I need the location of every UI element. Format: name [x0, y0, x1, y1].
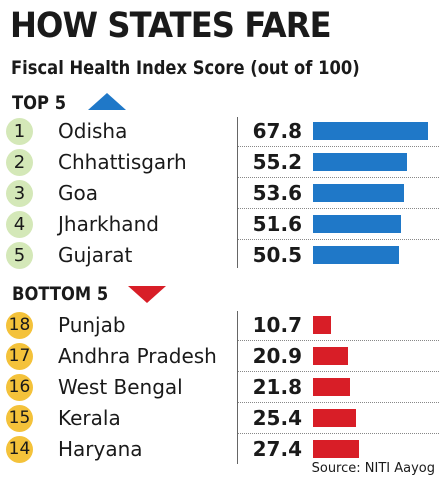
down-triangle-icon	[128, 286, 166, 303]
chart-title: HOW STATES FARE	[10, 6, 332, 46]
score-bar	[313, 184, 404, 202]
table-row: 2 Chhattisgarh 55.2	[0, 148, 447, 178]
score-label: 25.4	[252, 406, 302, 430]
row-divider	[237, 340, 439, 341]
row-divider	[237, 208, 439, 209]
rank-badge: 15	[6, 405, 33, 432]
score-bar	[313, 440, 359, 458]
state-name: Goa	[58, 181, 98, 205]
table-row: 16 West Bengal 21.8	[0, 373, 447, 403]
table-row: 3 Goa 53.6	[0, 179, 447, 209]
score-bar	[313, 316, 331, 334]
state-name: Jharkhand	[58, 212, 159, 236]
bottom-section-label: BOTTOM 5	[12, 283, 109, 305]
rank-badge: 18	[6, 312, 33, 339]
state-name: Odisha	[58, 119, 128, 143]
table-row: 18 Punjab 10.7	[0, 311, 447, 341]
rank-badge: 16	[6, 374, 33, 401]
row-divider	[237, 371, 439, 372]
row-divider	[237, 402, 439, 403]
rank-badge: 2	[6, 149, 33, 176]
table-row: 15 Kerala 25.4	[0, 404, 447, 434]
bottom-divider	[237, 311, 238, 464]
score-bar	[313, 215, 401, 233]
table-row: 4 Jharkhand 51.6	[0, 210, 447, 240]
state-name: Punjab	[58, 313, 126, 337]
row-divider	[237, 177, 439, 178]
rank-badge: 17	[6, 343, 33, 370]
score-bar	[313, 246, 399, 264]
rank-badge: 1	[6, 118, 33, 145]
table-row: 14 Haryana 27.4	[0, 435, 447, 463]
score-label: 67.8	[252, 119, 302, 143]
score-bar	[313, 378, 350, 396]
score-label: 51.6	[252, 212, 302, 236]
state-name: Chhattisgarh	[58, 150, 187, 174]
source-note: Source: NITI Aayog	[311, 461, 435, 476]
score-bar	[313, 122, 428, 140]
state-name: Andhra Pradesh	[58, 344, 217, 368]
rank-badge: 4	[6, 211, 33, 238]
table-row: 5 Gujarat 50.5	[0, 241, 447, 269]
score-label: 10.7	[252, 313, 302, 337]
table-row: 17 Andhra Pradesh 20.9	[0, 342, 447, 372]
score-label: 55.2	[252, 150, 302, 174]
score-label: 53.6	[252, 181, 302, 205]
state-name: West Bengal	[58, 375, 183, 399]
score-bar	[313, 347, 348, 365]
score-bar	[313, 153, 407, 171]
state-name: Gujarat	[58, 243, 133, 267]
score-bar	[313, 409, 356, 427]
state-name: Kerala	[58, 406, 121, 430]
score-label: 27.4	[252, 437, 302, 461]
row-divider	[237, 239, 439, 240]
table-row: 1 Odisha 67.8	[0, 117, 447, 147]
up-triangle-icon	[88, 93, 126, 110]
top-section-label: TOP 5	[12, 92, 67, 114]
score-label: 50.5	[252, 243, 302, 267]
rank-badge: 3	[6, 180, 33, 207]
row-divider	[237, 146, 439, 147]
top-divider	[237, 117, 238, 268]
row-divider	[237, 433, 439, 434]
score-label: 21.8	[252, 375, 302, 399]
chart-subtitle: Fiscal Health Index Score (out of 100)	[11, 57, 360, 79]
rank-badge: 5	[6, 242, 33, 269]
state-name: Haryana	[58, 437, 143, 461]
rank-badge: 14	[6, 436, 33, 463]
score-label: 20.9	[252, 344, 302, 368]
